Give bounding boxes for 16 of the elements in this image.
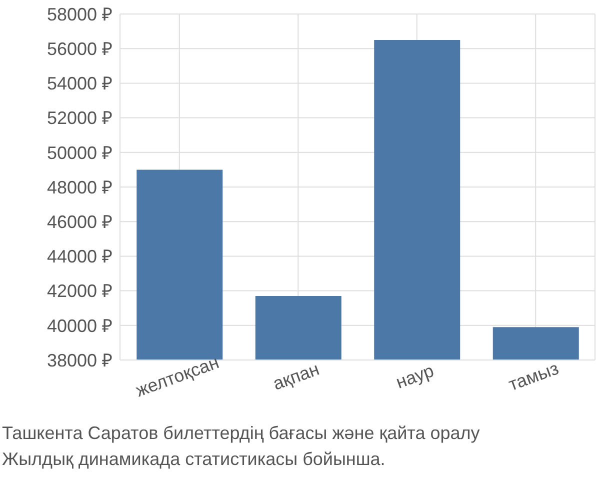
y-tick-label: 54000 ₽ [46, 74, 112, 94]
y-tick-label: 38000 ₽ [46, 350, 112, 370]
y-tick-label: 40000 ₽ [46, 316, 112, 336]
y-tick-label: 48000 ₽ [46, 177, 112, 198]
y-tick-label: 50000 ₽ [46, 142, 112, 163]
y-tick-label: 44000 ₽ [46, 246, 112, 267]
x-tick-label: тамыз [506, 358, 562, 395]
y-tick-label: 58000 ₽ [46, 4, 112, 24]
y-tick-label: 46000 ₽ [46, 212, 112, 232]
y-tick-label: 56000 ₽ [46, 38, 112, 59]
text: Жылдық динамикада статистикасы бойынша. [2, 448, 386, 471]
y-tick-label: 42000 ₽ [46, 281, 112, 302]
x-tick-label: ақпан [270, 358, 322, 394]
y-tick-label: 52000 ₽ [46, 108, 112, 128]
text: Ташкента Саратов билеттердің бағасы және қайта оралу [2, 422, 481, 445]
x-tick-label: наур [393, 360, 436, 392]
